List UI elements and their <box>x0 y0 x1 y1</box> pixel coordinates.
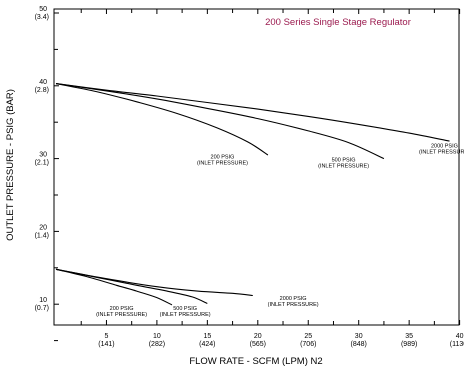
x-tick-label: 25 <box>304 333 312 340</box>
y-axis-title: OUTLET PRESSURE - PSIG (BAR) <box>5 89 16 241</box>
series-line <box>55 83 269 156</box>
y-tick-sublabel: (2.8) <box>35 87 49 94</box>
x-tick-sublabel: (424) <box>199 341 215 348</box>
x-tick-label: 35 <box>405 333 413 340</box>
series-sublabel: (INLET PRESSURE) <box>318 164 369 170</box>
series-label: 2000 PSIG <box>431 144 458 150</box>
series-label: 200 PSIG <box>110 306 134 312</box>
y-tick-label: 40 <box>39 79 47 86</box>
x-tick-sublabel: (848) <box>351 341 367 348</box>
series-line <box>55 268 253 297</box>
axis-ticks <box>54 9 461 342</box>
x-tick-sublabel: (282) <box>149 341 165 348</box>
x-tick-label: 15 <box>203 333 211 340</box>
x-tick-label: 20 <box>254 333 262 340</box>
plot-frame <box>53 8 460 326</box>
x-tick-sublabel: (989) <box>401 341 417 348</box>
y-tick-label: 50 <box>39 6 47 13</box>
series-sublabel: (INLET PRESSURE) <box>96 312 147 318</box>
x-tick-labels: 5(141) 10(282) 15(424) 20(565) 25(706) 30(848… <box>98 333 464 348</box>
x-tick-sublabel: (706) <box>300 341 316 348</box>
x-tick-label: 5 <box>104 333 108 340</box>
y-tick-label: 30 <box>39 152 47 159</box>
series-labels: 200 PSIG(INLET PRESSURE)500 PSIG(INLET P… <box>96 144 464 318</box>
y-tick-sublabel: (3.4) <box>35 14 49 21</box>
x-tick-sublabel: (565) <box>250 341 266 348</box>
series-sublabel: (INLET PRESSURE) <box>268 302 319 308</box>
x-tick-label: 10 <box>153 333 161 340</box>
series-label: 2000 PSIG <box>280 296 307 302</box>
x-tick-sublabel: (141) <box>98 341 114 348</box>
y-tick-label: 10 <box>39 297 47 304</box>
series-sublabel: (INLET PRESSURE) <box>419 150 464 156</box>
y-tick-sublabel: (2.1) <box>35 160 49 167</box>
series-sublabel: (INLET PRESSURE) <box>160 312 211 318</box>
series-sublabel: (INLET PRESSURE) <box>197 161 248 167</box>
series-label: 200 PSIG <box>211 155 235 161</box>
series-line <box>55 83 385 160</box>
series-label: 500 PSIG <box>173 306 197 312</box>
x-tick-label: 40 <box>456 333 464 340</box>
y-tick-sublabel: (0.7) <box>35 305 49 312</box>
x-tick-label: 30 <box>355 333 363 340</box>
x-axis-title: FLOW RATE - SCFM (LPM) N2 <box>189 356 322 367</box>
y-tick-label: 20 <box>39 224 47 231</box>
chart-title: 200 Series Single Stage Regulator <box>265 17 411 28</box>
series-curves <box>55 83 450 306</box>
x-tick-sublabel: (1130) <box>450 341 464 348</box>
series-label: 500 PSIG <box>332 158 356 164</box>
y-tick-sublabel: (1.4) <box>35 232 49 239</box>
series-line <box>55 268 173 306</box>
y-tick-labels: 10(0.7) 20(1.4) 30(2.1) 40(2.8) 50(3.4) <box>35 6 49 312</box>
series-line <box>55 83 450 142</box>
